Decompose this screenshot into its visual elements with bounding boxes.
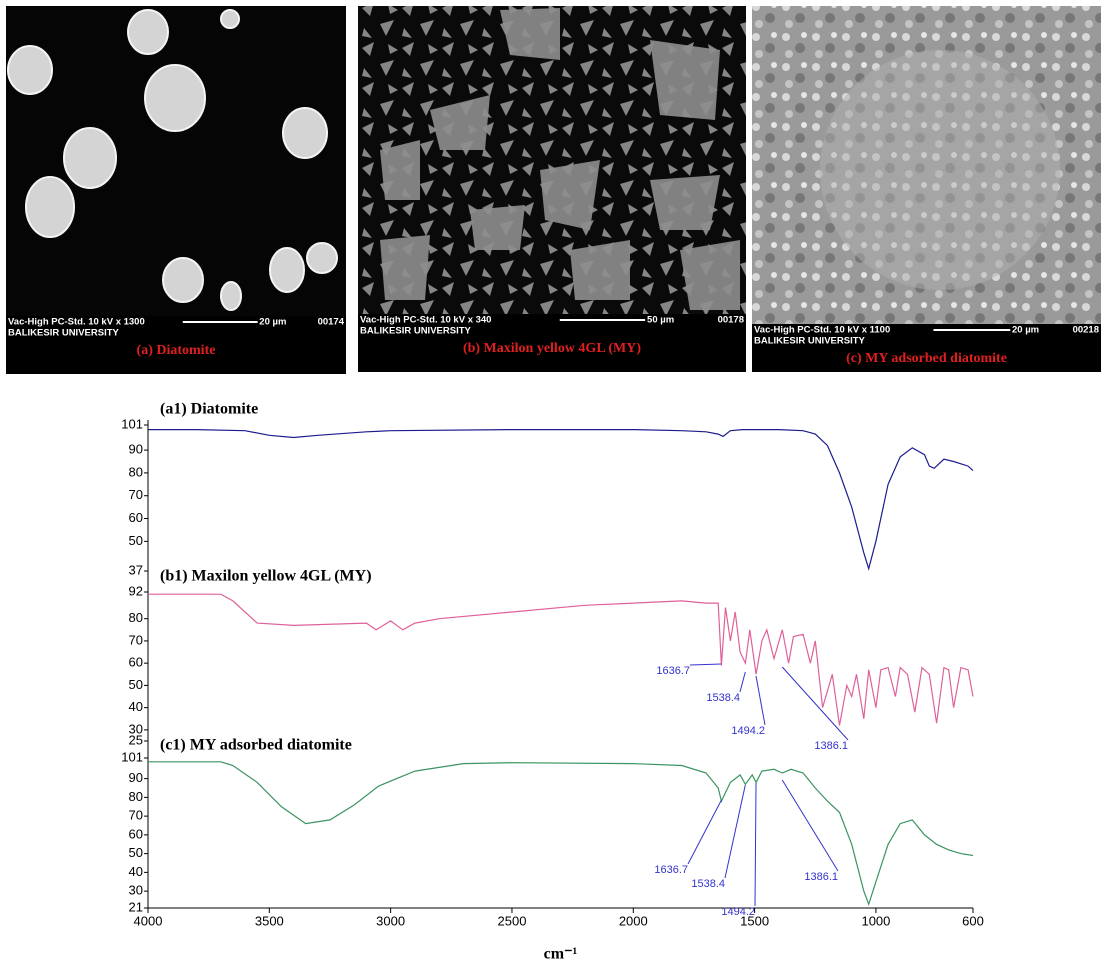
chart-title: (c1) MY adsorbed diatomite [160, 737, 352, 754]
institution: BALIKESIR UNIVERSITY [754, 336, 866, 347]
y-tick-label: 70 [129, 632, 143, 647]
x-tick-label: 2500 [498, 913, 527, 928]
image-code: 00178 [718, 315, 744, 326]
y-tick-label: 80 [129, 464, 143, 479]
chart-title: (a1) Diatomite [160, 401, 258, 418]
spectrum-line [148, 594, 973, 725]
y-tick-label: 50 [129, 677, 143, 692]
y-tick-label: 37 [129, 562, 143, 577]
x-tick-label: 2000 [619, 913, 648, 928]
panel-caption: (a) Diatomite [137, 343, 216, 358]
y-tick-label: 92 [129, 583, 143, 598]
y-tick-label: 25 [129, 732, 143, 747]
y-tick-label: 90 [129, 770, 143, 785]
x-tick-label: 3000 [376, 913, 405, 928]
y-tick-label: 70 [129, 487, 143, 502]
x-tick-label: 600 [962, 913, 984, 928]
institution: BALIKESIR UNIVERSITY [8, 328, 120, 339]
peak-label: 1386.1 [804, 871, 838, 883]
y-tick-label: 80 [129, 610, 143, 625]
sem-info: Vac-High PC-Std. 10 kV x 340 [360, 315, 491, 326]
x-axis [148, 420, 973, 908]
peak-label: 1538.4 [706, 692, 740, 704]
peak-pointer [690, 664, 721, 665]
peak-pointer [740, 672, 745, 692]
peak-pointer [782, 780, 838, 871]
peak-label: 1386.1 [814, 740, 848, 752]
y-tick-label: 60 [129, 655, 143, 670]
y-tick-label: 70 [129, 808, 143, 823]
peak-pointer [725, 785, 745, 878]
figure: Vac-High PC-Std. 10 kV x 1300 20 µm 00174 B… [0, 0, 1108, 968]
panel-caption: (b) Maxilon yellow 4GL (MY) [463, 341, 641, 356]
x-tick-label: 4000 [134, 913, 163, 928]
chart-title: (b1) Maxilon yellow 4GL (MY) [160, 568, 372, 585]
peak-label: 1538.4 [691, 878, 725, 890]
scale-label: 20 µm [1012, 325, 1039, 336]
peak-pointer [782, 667, 848, 740]
y-tick-label: 40 [129, 864, 143, 879]
image-code: 00218 [1073, 325, 1099, 336]
y-tick-label: 60 [129, 510, 143, 525]
peak-pointer [688, 800, 721, 864]
peak-label: 1636.7 [656, 665, 690, 677]
y-tick-label: 101 [121, 416, 143, 431]
x-tick-label: 1500 [740, 913, 769, 928]
image-code: 00174 [318, 317, 345, 328]
y-tick-label: 50 [129, 533, 143, 548]
x-axis-label: cm⁻¹ [544, 946, 578, 963]
spectrum-line [148, 430, 973, 569]
y-tick-label: 90 [129, 442, 143, 457]
panel-caption: (c) MY adsorbed diatomite [846, 351, 1007, 366]
sem-image [752, 6, 1101, 372]
y-tick-label: 30 [129, 883, 143, 898]
y-tick-label: 60 [129, 826, 143, 841]
y-tick-label: 21 [129, 899, 143, 914]
peak-label: 1636.7 [654, 864, 688, 876]
x-tick-label: 3500 [255, 913, 284, 928]
y-tick-label: 50 [129, 845, 143, 860]
y-tick-label: 101 [121, 749, 143, 764]
scale-label: 50 µm [647, 315, 674, 326]
peak-pointer [755, 783, 756, 906]
sem-info: Vac-High PC-Std. 10 kV x 1100 [754, 325, 890, 336]
scale-label: 20 µm [259, 317, 286, 328]
y-tick-label: 40 [129, 699, 143, 714]
peak-label: 1494.2 [731, 725, 765, 737]
y-tick-label: 80 [129, 789, 143, 804]
spectrum-line [148, 762, 973, 905]
institution: BALIKESIR UNIVERSITY [360, 326, 472, 337]
sem-info: Vac-High PC-Std. 10 kV x 1300 [8, 317, 145, 328]
peak-pointer [756, 676, 765, 725]
x-tick-label: 1000 [861, 913, 890, 928]
